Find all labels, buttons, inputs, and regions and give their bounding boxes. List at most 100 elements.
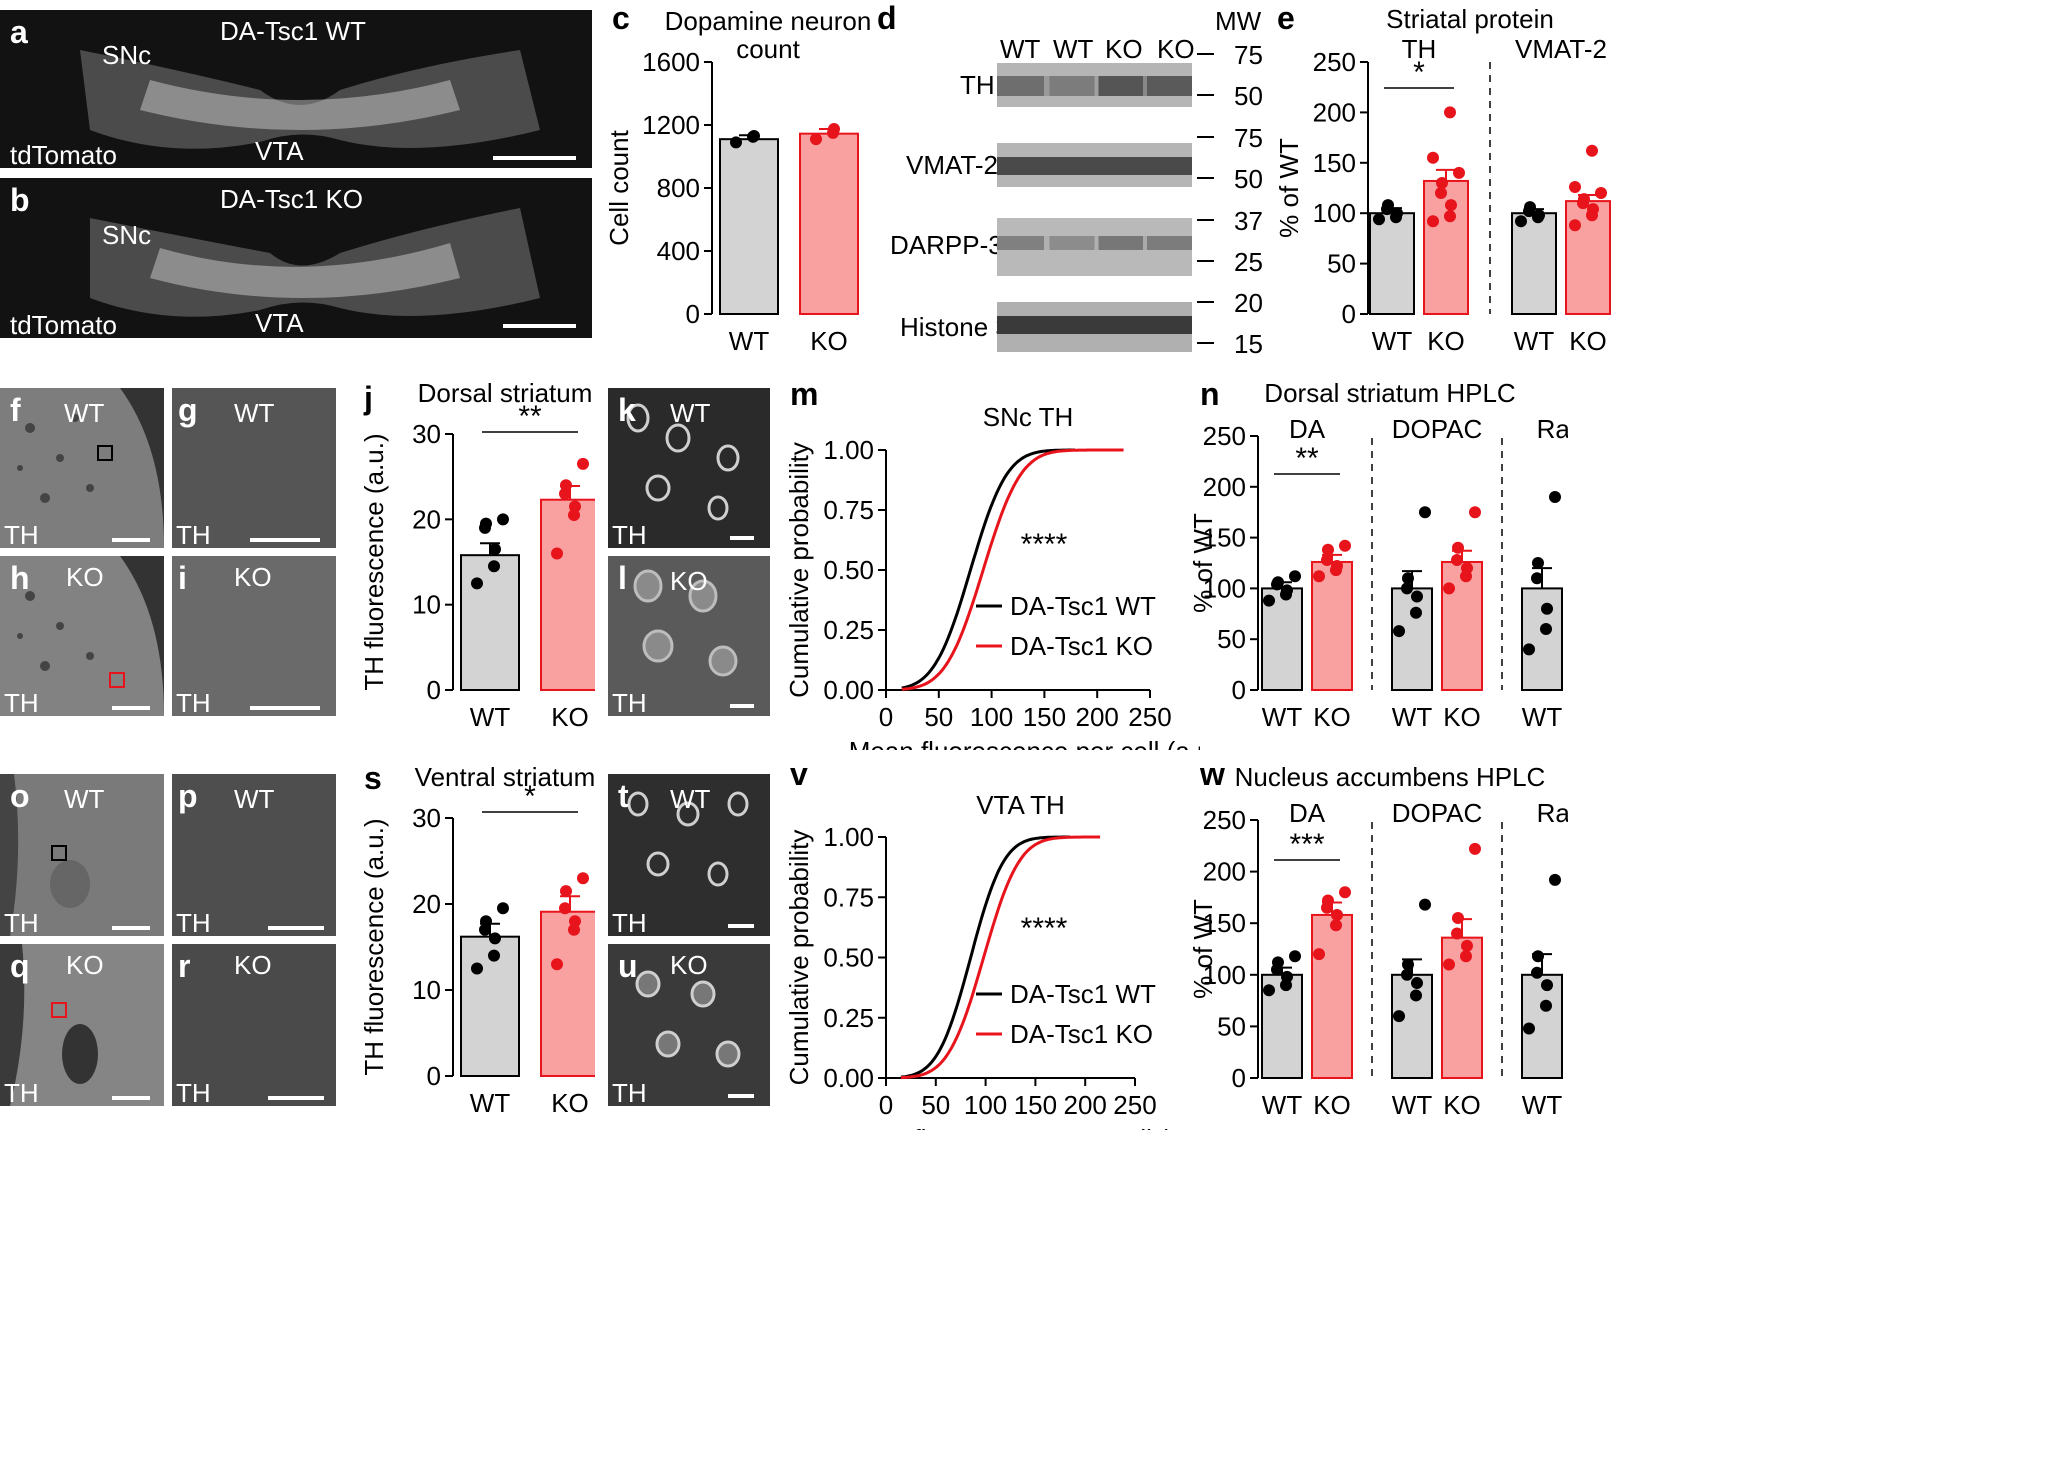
mw-value: 75: [1234, 40, 1263, 70]
data-point: [1540, 623, 1552, 636]
group-label: DOPAC: [1392, 798, 1483, 828]
cdf-line: [901, 448, 1075, 690]
mw-value: 50: [1234, 81, 1263, 111]
stain-label: TH: [176, 520, 211, 548]
micrograph-r: r KO TH: [172, 944, 336, 1106]
cdf-line: [901, 448, 1124, 691]
data-point: [1339, 886, 1351, 899]
y-tick-label: 1200: [642, 110, 700, 140]
x-tick-label: WT: [470, 702, 511, 732]
scale-bar: [112, 1096, 150, 1100]
y-tick-label: 0.50: [823, 555, 874, 585]
stain-label: TH: [176, 688, 211, 716]
data-point: [1373, 213, 1385, 226]
chart-title: VTA TH: [976, 790, 1065, 820]
blot-strip-vmat2: [997, 143, 1192, 187]
data-point: [1281, 970, 1293, 983]
data-point: [1281, 584, 1293, 597]
significance-marker: ****: [1021, 912, 1068, 945]
panel-letter: q: [10, 948, 30, 984]
chart-dorsal-striatum-th: Dorsal striatum TH fluorescence (a.u.) 0 10…: [359, 380, 595, 732]
data-point: [1393, 625, 1405, 638]
region-label: VTA: [255, 308, 304, 338]
y-tick-label: 0.75: [823, 495, 874, 525]
data-point: [1452, 912, 1464, 925]
genotype-label: WT: [670, 784, 711, 814]
data-point: [1263, 594, 1275, 607]
y-tick-label: 800: [657, 173, 700, 203]
group-label: DOPAC: [1392, 414, 1483, 444]
genotype-label: KO: [66, 562, 104, 592]
data-point: [1452, 541, 1464, 554]
scale-bar: [728, 1094, 754, 1098]
mw-value: 25: [1234, 247, 1263, 277]
data-point: [1313, 570, 1325, 583]
x-tick-label: 150: [1014, 1090, 1057, 1120]
chart-striatal-protein: Striatal protein % of WT 0 50 100 150 200 250 WT…: [1274, 4, 1611, 356]
ventral-striatum-ko-image: [0, 944, 98, 1106]
data-point: [1569, 180, 1581, 193]
scale-bar: [268, 926, 324, 930]
stain-label: tdTomato: [10, 310, 117, 338]
y-tick-label: 200: [1313, 97, 1356, 127]
x-tick-label: 250: [1128, 702, 1171, 732]
panel-letter: d: [877, 0, 897, 36]
data-point: [1541, 602, 1553, 615]
bar: [1521, 587, 1563, 691]
y-tick-label: 20: [412, 504, 441, 534]
data-point: [1331, 908, 1343, 921]
micrograph-i: i KO TH: [172, 556, 336, 716]
stain-label: tdTomato: [10, 140, 117, 168]
panel-letter: l: [618, 560, 627, 596]
data-point: [1427, 151, 1439, 164]
genotype-label: WT: [64, 398, 105, 428]
y-axis-label: TH fluorescence (a.u.): [359, 818, 389, 1075]
tdtomato-wt-image: [80, 50, 540, 149]
y-tick-label: 0: [1232, 1063, 1246, 1093]
genotype-label: KO: [66, 950, 104, 980]
data-point: [1444, 210, 1456, 223]
data-point: [1443, 582, 1455, 595]
group-label: Ratio: [1537, 798, 1568, 828]
bar: [1441, 560, 1483, 691]
data-point: [489, 543, 501, 556]
y-tick-label: 0.25: [823, 615, 874, 645]
y-tick-label: 150: [1313, 148, 1356, 178]
data-point: [1531, 966, 1543, 979]
bar: [1311, 913, 1353, 1079]
y-tick-label: 1600: [642, 47, 700, 77]
genotype-label: WT: [670, 398, 711, 428]
y-tick-label: 0: [427, 675, 441, 705]
x-tick-label: WT: [1392, 1090, 1433, 1120]
data-point: [1419, 506, 1431, 519]
bar: [1511, 212, 1557, 315]
scale-bar: [730, 704, 754, 708]
group-label: DA: [1289, 414, 1326, 444]
data-point: [1436, 176, 1448, 189]
bar: [1369, 212, 1415, 315]
data-point: [1322, 543, 1334, 556]
panel-letter: s: [364, 760, 382, 796]
stain-label: TH: [612, 520, 647, 548]
x-tick-label: KO: [1443, 1090, 1481, 1120]
x-tick-label: WT: [1262, 702, 1303, 732]
data-point: [1587, 203, 1599, 216]
chart-dopamine-neuron-count: Dopamine neuron count Cell count 0 400 800 120…: [604, 6, 870, 356]
group-label: Ratio: [1537, 414, 1568, 444]
y-axis-label: Cell count: [604, 129, 634, 245]
region-label: SNc: [102, 220, 152, 250]
y-axis-label: % of WT: [1274, 138, 1304, 238]
x-tick-label: KO: [1313, 702, 1351, 732]
y-tick-label: 1.00: [823, 822, 874, 852]
panel-letter: b: [10, 182, 30, 218]
legend-label: DA-Tsc1 WT: [1010, 591, 1156, 621]
chart-title: Dopamine neuron count: [665, 6, 870, 64]
chart-title: Nucleus accumbens HPLC: [1235, 762, 1546, 792]
data-point: [1586, 144, 1598, 157]
cdf-line: [900, 835, 1071, 1079]
y-tick-label: 0.50: [823, 943, 874, 973]
legend-label: DA-Tsc1 WT: [1010, 979, 1156, 1009]
scale-bar: [250, 538, 320, 542]
chart-vta-th-cdf: VTA TH Cumulative probability Mean fluores…: [784, 790, 1200, 1130]
x-tick-label: WT: [1372, 326, 1413, 356]
